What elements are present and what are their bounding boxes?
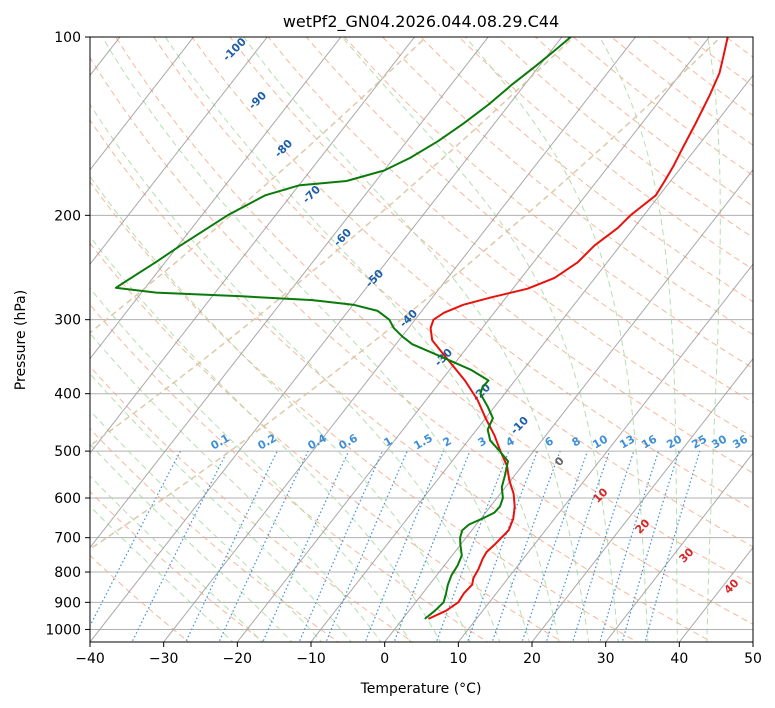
chart-title: wetPf2_GN04.2026.044.08.29.C44 [283, 12, 559, 32]
mixing-ratio-line [621, 450, 680, 642]
moist-adiabat [90, 443, 293, 642]
theta-curve [90, 37, 722, 550]
mixing-ratio-line [393, 450, 471, 642]
dry-adiabat [344, 37, 753, 369]
dry-adiabat [90, 303, 489, 642]
x-tick-label: 0 [380, 651, 389, 667]
moist-adiabat [90, 475, 264, 642]
dry-adiabat [90, 427, 340, 642]
y-tick-label: 700 [54, 531, 81, 547]
dry-adiabat [90, 365, 414, 642]
y-tick-label: 200 [54, 208, 81, 224]
mixing-ratio-line [545, 450, 611, 642]
x-tick-label: 10 [449, 651, 467, 667]
moist-adiabat [706, 37, 721, 642]
dry-adiabat [305, 37, 753, 403]
mixing-ratio-line [364, 450, 444, 642]
isotherm-line [163, 37, 637, 642]
dry-adiabat [90, 554, 190, 642]
y-axis: 100 200 300 400 500 600 700 800 900 1000 [45, 30, 90, 638]
mixing-ratio-line [572, 450, 635, 642]
mixing-ratio-line [599, 450, 660, 642]
isotherm-line [90, 37, 195, 171]
x-tick-label: −20 [223, 651, 253, 667]
moist-adiabat [164, 37, 560, 642]
y-tick-label: 100 [54, 30, 81, 46]
x-tick-label: −10 [296, 651, 326, 667]
isotherm-line [605, 452, 753, 642]
dry-adiabat [115, 37, 753, 586]
moist-adiabat [90, 175, 471, 642]
x-tick-label: 50 [744, 651, 762, 667]
isotherm-line [236, 37, 710, 642]
x-tick-label: −30 [149, 651, 179, 667]
x-tick-label: 30 [597, 651, 615, 667]
moist-adiabat [90, 287, 412, 642]
mixing-ratio-line [435, 450, 510, 642]
theta-curve [90, 37, 575, 447]
isotherm-line [90, 37, 342, 360]
isotherm-line [90, 37, 563, 642]
isotherm-line [457, 263, 753, 642]
moist-adiabat [101, 37, 530, 642]
dry-adiabat [90, 181, 639, 642]
y-tick-label: 400 [54, 387, 81, 403]
x-tick-label: 40 [670, 651, 688, 667]
x-axis: −40 −30 −20 −10 0 10 20 30 40 50 [75, 642, 762, 667]
y-axis-label: Pressure (hPa) [13, 290, 29, 390]
dry-adiabat [382, 37, 753, 336]
moist-adiabat [90, 235, 441, 642]
plot-frame [89, 36, 754, 643]
y-tick-label: 300 [54, 313, 81, 329]
y-tick-label: 1000 [45, 622, 81, 638]
x-tick-label: 20 [523, 651, 541, 667]
x-tick-label: −40 [75, 651, 105, 667]
dry-adiabat [90, 56, 753, 625]
isotherm-line [310, 74, 753, 642]
moist-adiabat [90, 409, 323, 642]
profile-curves [114, 37, 729, 620]
mixing-ratio-line [90, 450, 181, 628]
dry-adiabat [191, 37, 753, 511]
moist-adiabat [465, 37, 649, 642]
mixing-ratio-line [218, 450, 309, 642]
theta-curve [90, 37, 427, 334]
mixing-ratio-line [491, 450, 561, 642]
mixing-ratio-line [466, 450, 538, 642]
mixing-ratio-line [644, 450, 701, 642]
mixing-ratio-line [325, 450, 408, 642]
isotherm-line [90, 37, 416, 454]
moist-adiabat [243, 37, 590, 642]
mixing-ratio-line [521, 450, 589, 642]
y-tick-label: 900 [54, 595, 81, 611]
y-tick-label: 800 [54, 565, 81, 581]
y-tick-label: 500 [54, 444, 81, 460]
x-axis-label: Temperature (°C) [360, 681, 482, 697]
dewpoint-curve [114, 37, 572, 620]
isotherm-line [384, 168, 753, 642]
moist-adiabat [90, 372, 352, 642]
moist-adiabat [341, 37, 619, 642]
mixing-ratio-line [185, 450, 278, 642]
isotherm-line [90, 37, 268, 266]
moist-adiabat [90, 332, 382, 642]
moist-adiabat [599, 37, 678, 642]
moist-adiabat [90, 103, 501, 642]
isotherm-line [531, 357, 753, 642]
isotherm-line [90, 37, 489, 549]
y-tick-label: 600 [54, 491, 81, 507]
moist-adiabat [90, 505, 234, 642]
